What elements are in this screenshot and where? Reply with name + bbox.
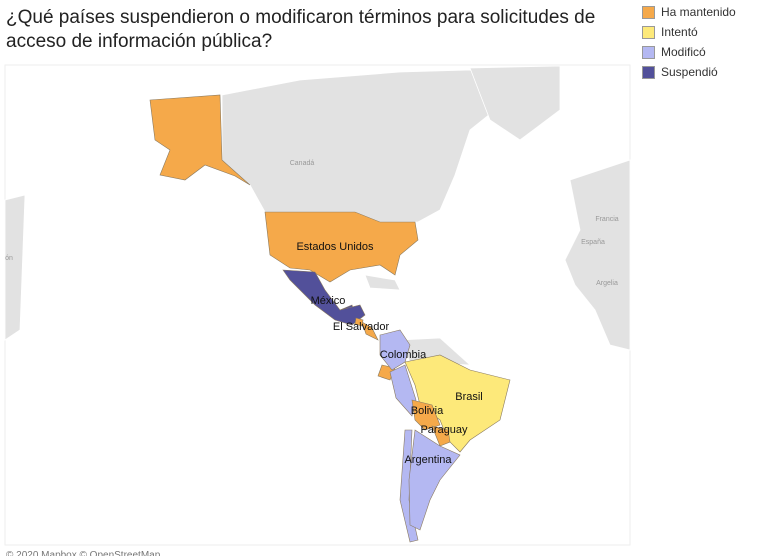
legend-label: Modificó bbox=[661, 45, 706, 59]
basemap bbox=[4, 65, 631, 543]
legend-item[interactable]: Suspendió bbox=[642, 62, 736, 82]
central-america-south bbox=[361, 321, 379, 341]
legend-label: Suspendió bbox=[661, 65, 718, 79]
asia bbox=[4, 194, 26, 341]
legend-swatch bbox=[642, 65, 655, 79]
country bbox=[264, 211, 419, 283]
country-label: México bbox=[311, 295, 346, 307]
basemap-label: Canadá bbox=[290, 160, 315, 167]
title: ¿Qué países suspendieron o modificaron t… bbox=[6, 7, 596, 52]
country-label: El Salvador bbox=[333, 321, 390, 333]
legend-item[interactable]: Intentó bbox=[642, 22, 736, 42]
canada bbox=[221, 69, 521, 223]
basemap-label: Argelia bbox=[596, 280, 618, 287]
country-label: Brasil bbox=[455, 391, 483, 403]
country-label: Estados Unidos bbox=[296, 241, 374, 253]
legend-label: Ha mantenido bbox=[661, 5, 736, 19]
country-label: Bolivia bbox=[411, 405, 444, 417]
country-label: Colombia bbox=[380, 349, 427, 361]
legend-item[interactable]: Ha mantenido bbox=[642, 2, 736, 22]
country bbox=[408, 429, 461, 531]
country bbox=[354, 317, 364, 327]
legend-swatch bbox=[642, 25, 655, 39]
basemap-label: ón bbox=[5, 255, 13, 262]
legend-swatch bbox=[642, 45, 655, 59]
country-label: Paraguay bbox=[420, 424, 468, 436]
legend: Ha mantenido Intentó Modificó Suspendió bbox=[642, 2, 736, 82]
caribbean bbox=[364, 274, 401, 291]
basemap-label: Francia bbox=[595, 216, 618, 223]
europe-africa bbox=[564, 159, 631, 351]
legend-swatch bbox=[642, 5, 655, 19]
basemap-label: España bbox=[581, 239, 605, 246]
legend-label: Intentó bbox=[661, 25, 698, 39]
attribution: © 2020 Mapbox © OpenStreetMap bbox=[6, 550, 161, 556]
legend-item[interactable]: Modificó bbox=[642, 42, 736, 62]
country bbox=[431, 425, 451, 447]
country bbox=[149, 94, 251, 186]
country-label: Argentina bbox=[404, 454, 452, 466]
greenland bbox=[469, 65, 561, 141]
